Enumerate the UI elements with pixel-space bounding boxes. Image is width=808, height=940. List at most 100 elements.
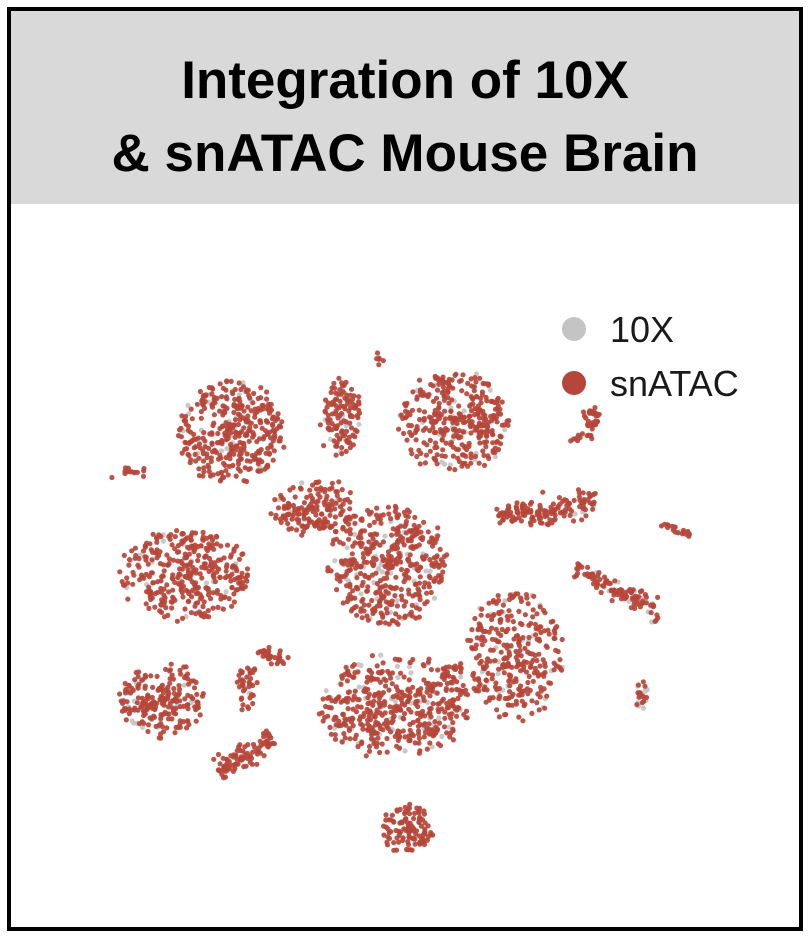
point-snatac	[506, 672, 512, 678]
point-10x	[223, 589, 229, 595]
point-snatac	[209, 402, 215, 408]
point-snatac	[371, 713, 377, 719]
point-snatac	[393, 692, 399, 699]
point-snatac	[402, 523, 408, 530]
point-snatac	[136, 681, 142, 687]
point-snatac	[264, 396, 270, 402]
point-snatac	[235, 461, 242, 467]
point-snatac	[592, 405, 598, 411]
point-snatac	[346, 408, 352, 414]
point-10x	[358, 662, 364, 669]
point-snatac	[336, 694, 342, 700]
point-snatac	[256, 468, 262, 474]
point-snatac	[482, 412, 488, 419]
point-snatac	[444, 730, 450, 736]
point-snatac	[525, 601, 531, 607]
point-snatac	[333, 425, 339, 432]
point-snatac	[200, 529, 206, 536]
point-snatac	[188, 610, 194, 616]
point-snatac	[327, 524, 333, 531]
point-snatac	[247, 759, 253, 766]
point-snatac	[188, 537, 194, 543]
point-snatac	[485, 382, 492, 388]
point-snatac	[421, 417, 427, 423]
point-snatac	[385, 558, 391, 565]
point-snatac	[198, 415, 204, 421]
point-snatac	[459, 388, 465, 394]
point-snatac	[477, 622, 483, 628]
point-snatac	[360, 713, 366, 720]
point-snatac	[471, 388, 477, 394]
point-snatac	[122, 465, 129, 471]
point-snatac	[416, 691, 423, 697]
point-snatac	[497, 433, 503, 439]
point-snatac	[365, 584, 371, 590]
point-snatac	[261, 730, 267, 737]
point-snatac	[332, 521, 338, 527]
point-snatac	[552, 512, 558, 518]
point-snatac	[383, 606, 389, 612]
point-snatac	[427, 693, 433, 699]
point-snatac	[239, 707, 245, 713]
point-snatac	[406, 677, 412, 683]
point-snatac	[592, 578, 598, 584]
point-snatac	[337, 497, 343, 503]
point-snatac	[406, 591, 412, 597]
point-snatac	[374, 740, 380, 746]
point-snatac	[166, 691, 172, 697]
point-snatac	[226, 421, 232, 427]
point-snatac	[415, 568, 421, 574]
point-snatac	[246, 438, 252, 444]
point-snatac	[407, 552, 413, 558]
point-snatac	[380, 690, 386, 696]
point-snatac	[428, 667, 434, 673]
point-snatac	[223, 432, 229, 438]
point-snatac	[255, 650, 261, 656]
point-snatac	[191, 549, 197, 555]
point-snatac	[246, 679, 252, 686]
point-snatac	[182, 536, 188, 543]
point-snatac	[435, 667, 441, 673]
point-snatac	[389, 564, 395, 571]
point-snatac	[164, 582, 170, 588]
point-snatac	[454, 679, 460, 685]
point-snatac	[380, 660, 386, 666]
point-snatac	[239, 670, 245, 676]
point-snatac	[232, 422, 238, 428]
point-snatac	[354, 696, 360, 702]
point-snatac	[590, 491, 597, 498]
point-snatac	[344, 678, 350, 684]
point-snatac	[348, 557, 354, 563]
point-snatac	[500, 510, 506, 516]
point-snatac	[151, 714, 157, 720]
point-snatac	[130, 581, 136, 587]
point-snatac	[166, 668, 173, 674]
point-snatac	[473, 642, 479, 648]
point-snatac	[522, 612, 529, 618]
point-snatac	[377, 585, 383, 591]
point-snatac	[414, 561, 420, 567]
point-snatac	[483, 433, 490, 439]
point-10x	[356, 421, 362, 427]
point-snatac	[459, 452, 465, 458]
point-snatac	[522, 645, 528, 651]
point-snatac	[387, 584, 393, 590]
point-snatac	[233, 473, 239, 479]
point-snatac	[480, 448, 486, 454]
point-snatac	[380, 512, 386, 518]
point-snatac	[456, 428, 462, 434]
point-snatac	[446, 466, 452, 472]
point-snatac	[401, 579, 407, 585]
point-snatac	[275, 505, 282, 511]
point-snatac	[442, 715, 448, 721]
point-snatac	[635, 682, 642, 688]
point-snatac	[398, 566, 405, 573]
point-snatac	[141, 720, 147, 726]
point-snatac	[230, 563, 236, 569]
point-snatac	[490, 412, 497, 418]
point-snatac	[217, 408, 223, 414]
point-snatac	[497, 406, 503, 412]
point-snatac	[337, 539, 343, 545]
point-snatac	[244, 566, 251, 572]
point-snatac	[458, 669, 464, 675]
